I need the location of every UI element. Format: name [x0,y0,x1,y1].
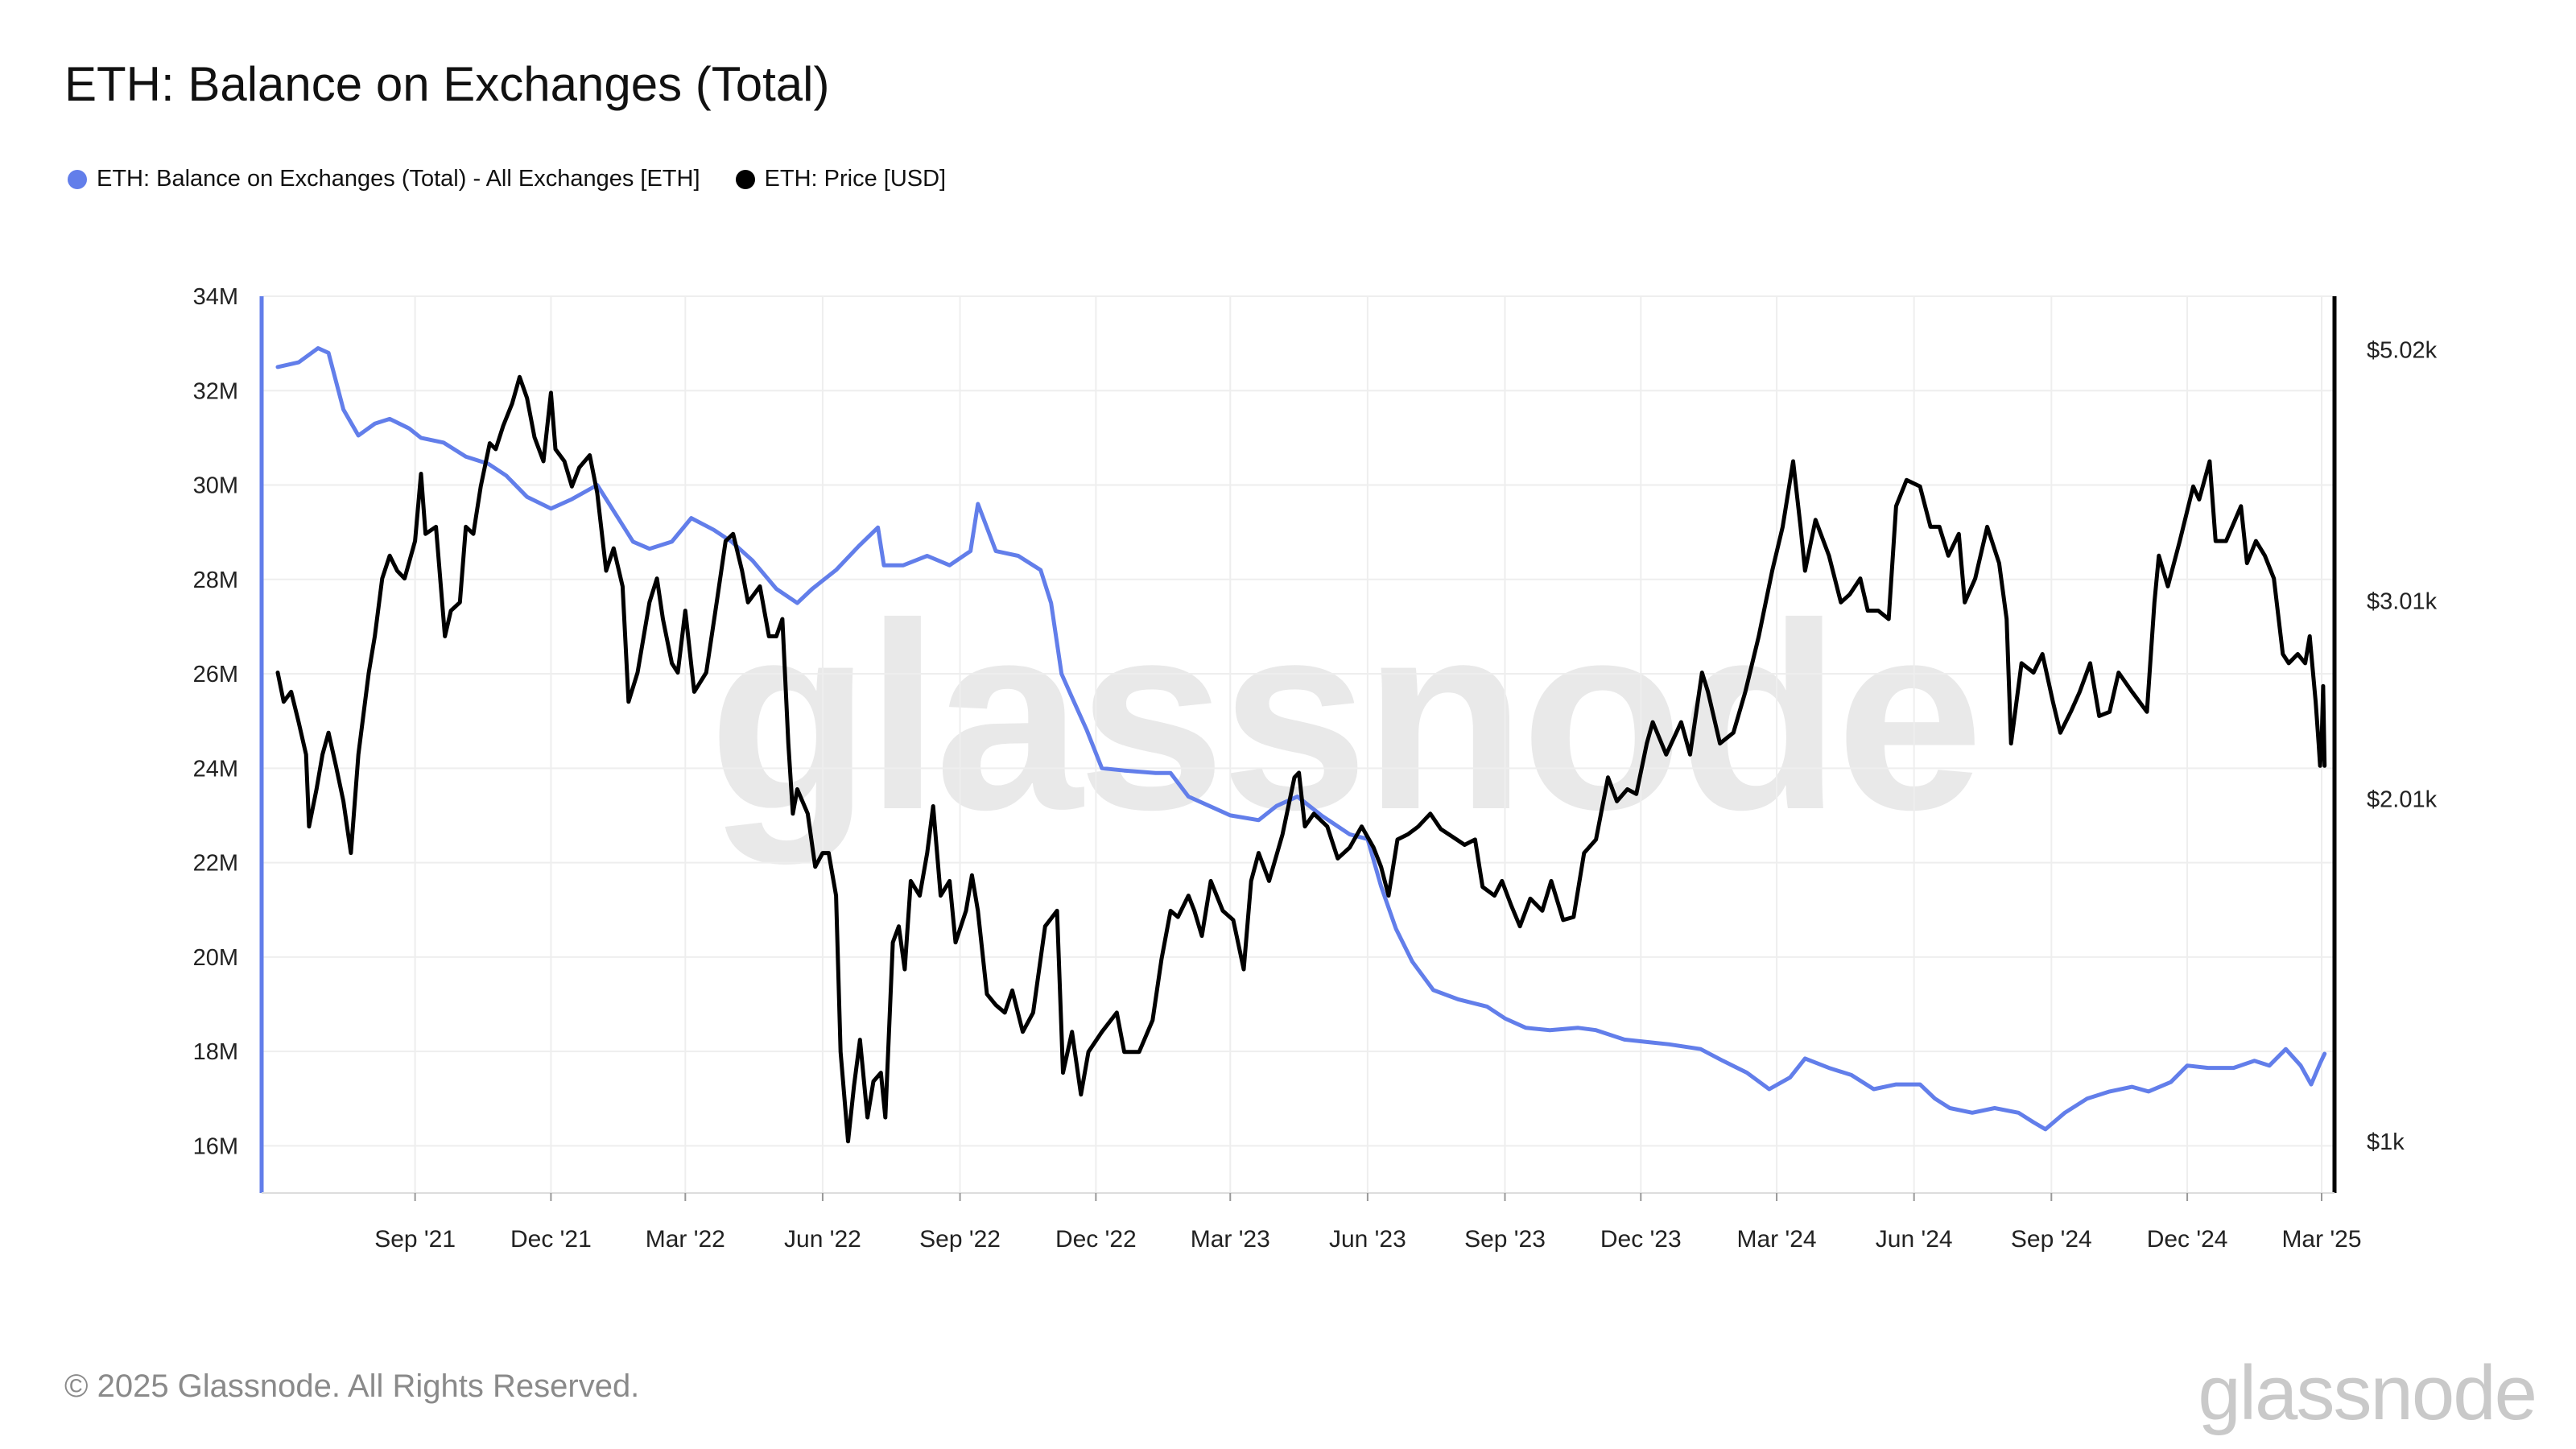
y-left-tick-label: 24M [193,756,238,782]
y-left-tick-label: 34M [193,284,238,310]
x-tick-label: Jun '24 [1876,1226,1953,1253]
legend-dot-price-icon [735,169,755,189]
x-tick-label: Mar '23 [1191,1226,1270,1253]
legend-dot-balance-icon [68,169,87,189]
watermark-logo: glassnode [708,568,1984,865]
series-line-balance [275,346,2327,1132]
y-right-tick-label: $1k [2367,1129,2405,1155]
y-left-tick-label: 28M [193,568,238,593]
x-axis-ticks: Sep '21 Dec '21 Mar '22 Jun '22 Sep '22 Dec '… [374,1193,2362,1253]
y-left-tick-label: 26M [193,662,238,687]
x-tick-label: Dec '24 [2147,1226,2228,1253]
y-left-tick-label: 30M [193,473,238,499]
x-tick-label: Mar '24 [1737,1226,1817,1253]
copyright-footer: © 2025 Glassnode. All Rights Reserved. [64,1368,640,1404]
x-tick-label: Dec '22 [1055,1226,1137,1253]
y-right-tick-label: $5.02k [2367,338,2438,364]
x-tick-label: Dec '21 [510,1226,592,1253]
y-left-tick-label: 22M [193,851,238,877]
chart-title: ETH: Balance on Exchanges (Total) [64,57,830,111]
legend-item-price[interactable]: ETH: Price [USD] [735,166,947,192]
x-tick-label: Sep '23 [1464,1226,1546,1253]
x-tick-label: Sep '21 [374,1226,456,1253]
y-left-tick-label: 18M [193,1039,238,1065]
brand-logo: glassnode [2198,1350,2537,1436]
y-axis-left-ticks: 16M 18M 20M 22M 24M 26M 28M 30M 32M 34M [193,284,238,1159]
x-tick-label: Jun '23 [1329,1226,1406,1253]
legend-label-balance: ETH: Balance on Exchanges (Total) - All … [97,166,700,192]
x-tick-label: Mar '22 [646,1226,725,1253]
x-tick-label: Mar '25 [2281,1226,2361,1253]
y-left-tick-label: 20M [193,945,238,971]
x-tick-label: Dec '23 [1600,1226,1682,1253]
x-tick-label: Sep '22 [919,1226,1001,1253]
chart-legend: ETH: Balance on Exchanges (Total) - All … [68,166,946,192]
y-axis-right-ticks: $1k $2.01k $3.01k $5.02k [2367,338,2438,1155]
legend-item-balance[interactable]: ETH: Balance on Exchanges (Total) - All … [68,166,700,192]
x-tick-label: Sep '24 [2011,1226,2092,1253]
y-left-tick-label: 32M [193,378,238,404]
axes [259,296,2337,1194]
series-line-price [275,374,2327,1144]
x-tick-label: Jun '22 [784,1226,861,1253]
series-lines [275,346,2327,1144]
grid-lines [263,295,2334,1193]
legend-label-price: ETH: Price [USD] [764,166,947,192]
y-right-tick-label: $3.01k [2367,588,2438,614]
y-left-tick-label: 16M [193,1133,238,1159]
y-right-tick-label: $2.01k [2367,786,2438,812]
